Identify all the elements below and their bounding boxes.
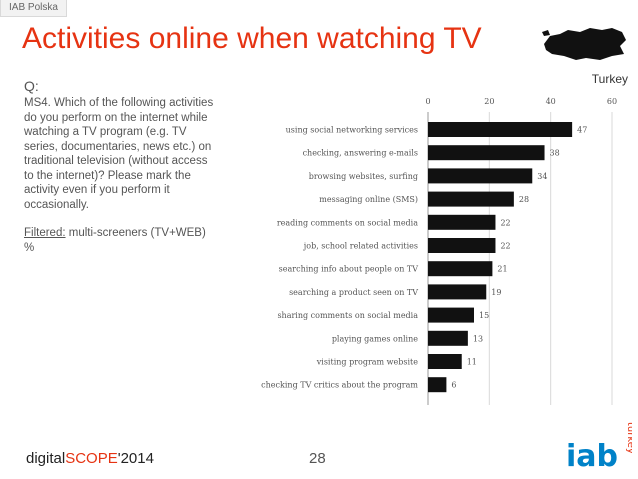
brand-highlight: SCOPE — [65, 450, 118, 467]
brand-suffix: '2014 — [117, 450, 154, 467]
bar — [428, 122, 573, 137]
category-label: sharing comments on social media — [277, 311, 418, 320]
question-panel: Q: MS4. Which of the following activitie… — [24, 78, 214, 255]
page-number: 28 — [309, 450, 326, 467]
category-label: reading comments on social media — [277, 218, 418, 227]
logo-sub: turkey — [625, 422, 632, 454]
category-label: using social networking services — [286, 126, 418, 135]
bar — [428, 307, 474, 323]
page-title: Activities online when watching TV — [22, 22, 482, 55]
data-label: 6 — [451, 381, 456, 390]
data-label: 13 — [473, 334, 483, 343]
data-label: 22 — [500, 242, 510, 251]
brand-prefix: digital — [26, 450, 66, 467]
data-label: 38 — [550, 149, 560, 158]
bar — [428, 261, 493, 277]
filter-value: multi-screeners (TV+WEB) — [68, 227, 206, 239]
data-label: 22 — [500, 218, 510, 227]
category-label: searching info about people on TV — [279, 265, 419, 274]
filter-note: Filtered: multi-screeners (TV+WEB) — [24, 226, 214, 241]
bar — [428, 168, 533, 184]
x-tick-label: 60 — [607, 97, 617, 106]
bar — [428, 330, 468, 346]
data-label: 19 — [491, 288, 501, 297]
iab-logo: iab turkey — [566, 422, 632, 472]
country-label: Turkey — [591, 72, 628, 86]
bar — [428, 145, 545, 161]
bar — [428, 354, 462, 369]
x-tick-label: 0 — [425, 97, 430, 106]
data-label: 11 — [467, 358, 477, 367]
source-tag: IAB Polska — [0, 0, 67, 17]
logo-text: iab — [566, 439, 618, 472]
bar — [428, 191, 514, 207]
data-label: 47 — [577, 126, 587, 135]
category-label: playing games online — [332, 334, 418, 343]
question-label: Q: — [24, 78, 39, 94]
brand-footer: digitalSCOPE'2014 — [26, 450, 154, 467]
category-label: browsing websites, surfing — [309, 172, 418, 181]
x-tick-label: 40 — [546, 97, 556, 106]
category-label: messaging online (SMS) — [319, 195, 418, 204]
data-label: 34 — [537, 172, 547, 181]
unit-label: % — [24, 241, 35, 254]
data-label: 15 — [479, 311, 489, 320]
bar — [428, 238, 496, 253]
question-text: MS4. Which of the following activities d… — [24, 97, 214, 211]
filter-label: Filtered: — [24, 227, 66, 239]
category-label: checking, answering e-mails — [303, 149, 418, 158]
category-label: searching a product seen on TV — [289, 288, 418, 297]
category-label: visiting program website — [316, 358, 419, 367]
category-label: job, school related activities — [303, 242, 418, 251]
x-tick-label: 20 — [484, 97, 494, 106]
bar — [428, 214, 496, 230]
data-label: 28 — [519, 195, 529, 204]
turkey-map-icon — [542, 28, 626, 60]
bar — [428, 284, 487, 300]
bar — [428, 377, 447, 393]
data-label: 21 — [497, 265, 507, 274]
category-label: checking TV critics about the program — [261, 381, 418, 390]
